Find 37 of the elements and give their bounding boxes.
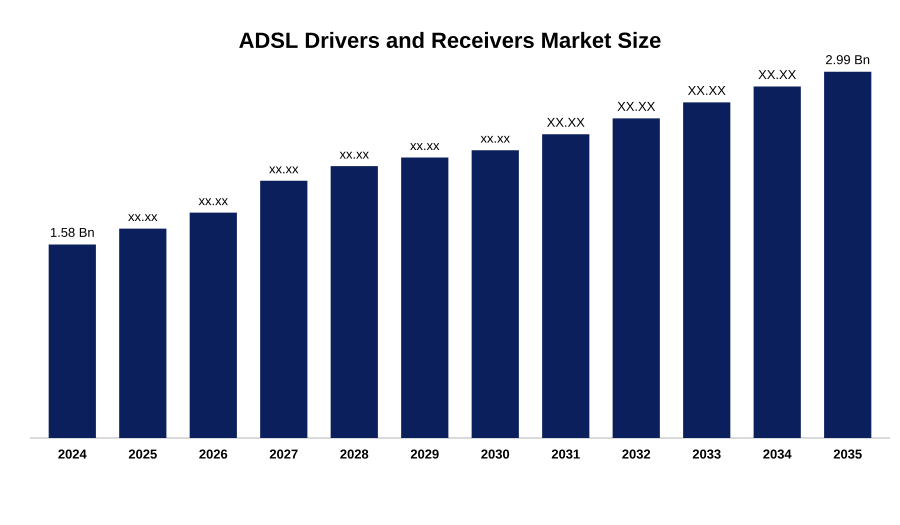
data-label: xx.xx — [128, 214, 158, 222]
bar — [190, 212, 237, 438]
bar — [48, 244, 96, 438]
bar — [542, 134, 590, 438]
data-label: xx.xx — [198, 198, 228, 206]
data-label: 2.99 Bn — [826, 55, 870, 64]
bar — [824, 72, 872, 438]
x-tick-label: 2026 — [199, 450, 228, 459]
x-tick-label: 2025 — [128, 450, 157, 459]
data-label: XX.XX — [617, 102, 656, 111]
data-label: XX.XX — [688, 86, 726, 95]
x-tick-label: 2024 — [58, 450, 87, 459]
bar — [683, 102, 730, 438]
bar — [472, 150, 519, 438]
bar — [330, 166, 378, 438]
x-tick-label: 2035 — [834, 450, 862, 459]
data-label: xx.xx — [340, 152, 369, 159]
bar — [754, 86, 801, 438]
data-label: xx.xx — [480, 136, 510, 143]
bar — [260, 180, 308, 438]
data-label: 1.58 Bn — [50, 228, 94, 237]
x-tick-label: 2029 — [410, 450, 439, 459]
bar — [119, 228, 166, 438]
data-label: XX.XX — [546, 118, 585, 127]
chart-title: ADSL Drivers and Receivers Market Size — [239, 32, 661, 48]
data-label: XX.XX — [758, 70, 796, 79]
data-label: xx.xx — [269, 166, 298, 174]
x-tick-label: 2030 — [481, 450, 510, 459]
bar — [401, 158, 448, 438]
x-tick-label: 2027 — [270, 450, 298, 459]
x-tick-label: 2031 — [552, 450, 580, 459]
x-tick-label: 2033 — [692, 450, 721, 459]
x-tick-label: 2032 — [622, 450, 650, 459]
x-tick-label: 2034 — [763, 450, 792, 459]
x-tick-label: 2028 — [340, 450, 368, 459]
data-label: xx.xx — [410, 143, 440, 150]
bar — [612, 118, 660, 438]
